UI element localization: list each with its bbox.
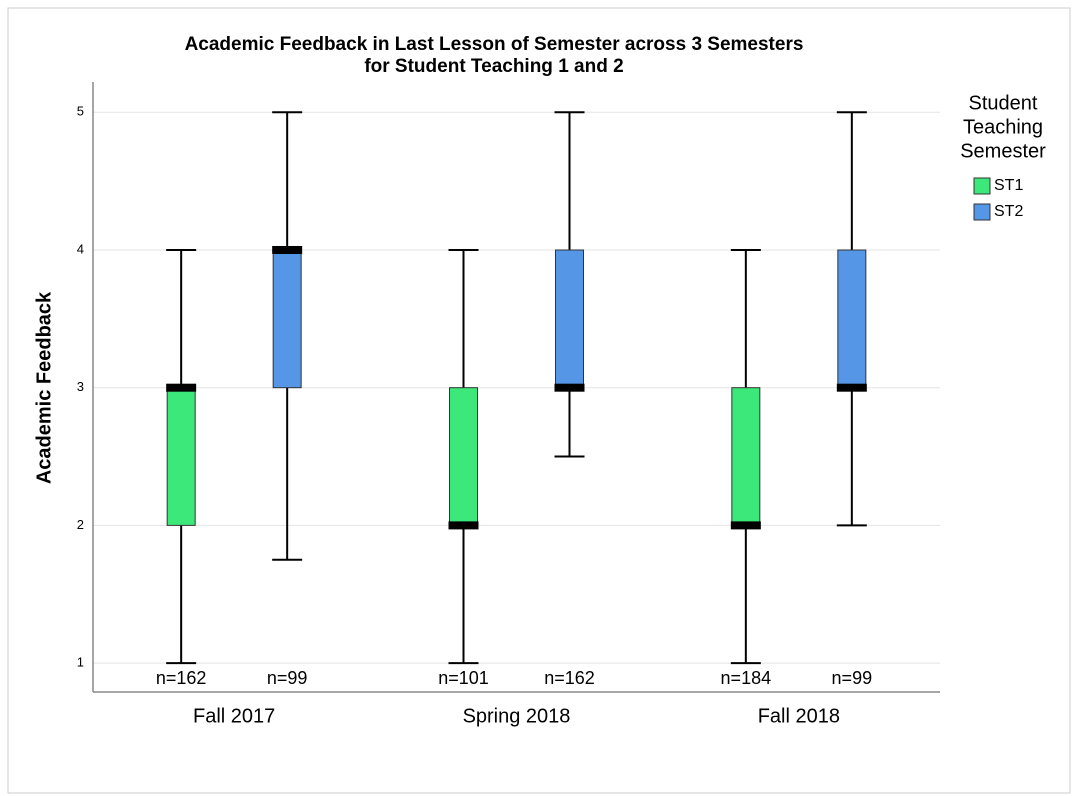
- n-label: n=162: [544, 668, 595, 688]
- y-tick-label: 4: [77, 241, 84, 256]
- median: [554, 383, 585, 392]
- y-tick-label: 2: [77, 517, 84, 532]
- n-label: n=99: [832, 668, 873, 688]
- n-label: n=162: [156, 668, 207, 688]
- box: [555, 249, 584, 389]
- x-tick-label: Fall 2017: [193, 705, 275, 727]
- legend-title: Semester: [960, 140, 1046, 162]
- x-tick-label: Spring 2018: [463, 705, 571, 727]
- box: [166, 387, 196, 526]
- n-label: n=101: [438, 668, 489, 688]
- x-tick-label: Fall 2018: [758, 705, 840, 727]
- box: [731, 387, 761, 526]
- y-axis-label: Academic Feedback: [33, 291, 55, 484]
- box: [449, 387, 478, 526]
- legend-label: ST2: [994, 203, 1023, 220]
- y-tick-label: 3: [77, 379, 84, 394]
- y-tick-label: 1: [77, 655, 84, 670]
- legend-label: ST1: [994, 177, 1023, 194]
- median: [836, 383, 867, 392]
- box: [837, 249, 867, 389]
- chart-title: for Student Teaching 1 and 2: [364, 56, 623, 77]
- legend-title: Student: [969, 92, 1038, 114]
- legend-swatch: [973, 203, 991, 221]
- box: [272, 249, 302, 389]
- legend-swatch: [973, 177, 991, 195]
- legend-title: Teaching: [963, 116, 1043, 138]
- n-label: n=184: [721, 668, 772, 688]
- median: [448, 521, 479, 530]
- median: [272, 245, 303, 254]
- chart-title: Academic Feedback in Last Lesson of Seme…: [185, 34, 804, 55]
- n-label: n=99: [267, 668, 308, 688]
- y-tick-label: 5: [77, 104, 84, 119]
- median: [166, 383, 197, 392]
- median: [730, 521, 761, 530]
